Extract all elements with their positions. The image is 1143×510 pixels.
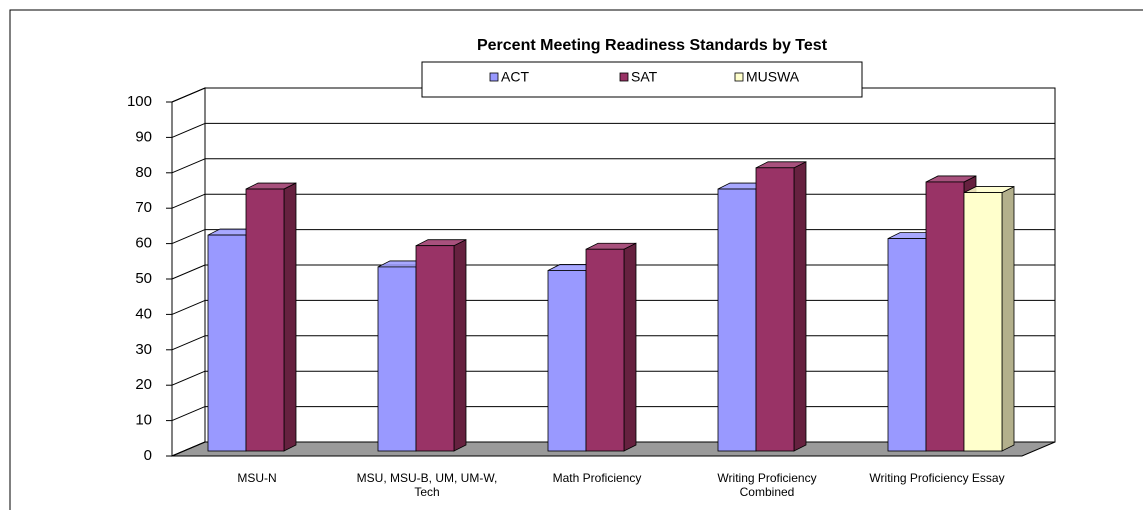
frame — [9, 9, 1143, 510]
bar — [887, 238, 927, 452]
y-tick-label: 50 — [135, 270, 152, 287]
legend-label: SAT — [631, 69, 658, 85]
bar — [585, 248, 625, 452]
bar — [207, 234, 247, 452]
y-tick-label: 80 — [135, 164, 152, 181]
grid-line — [171, 87, 206, 103]
x-tick-label: Writing Proficiency Combined — [717, 471, 817, 499]
bar-side — [623, 242, 637, 452]
y-tick-label: 60 — [135, 235, 152, 252]
bar — [755, 167, 795, 452]
y-tick-label: 0 — [144, 447, 152, 464]
y-tick-label: 100 — [127, 93, 152, 110]
chart-title: Percent Meeting Readiness Standards by T… — [477, 37, 828, 54]
grid-line — [171, 441, 206, 457]
y-tick-label: 10 — [135, 412, 152, 429]
grid-line — [171, 299, 206, 315]
bar — [717, 188, 757, 452]
bar — [547, 270, 587, 452]
grid-line — [171, 193, 206, 209]
x-tick-label: MSU-N — [237, 471, 277, 485]
x-tick-label: MSU, MSU-B, UM, UM-W, Tech — [356, 471, 498, 499]
x-tick-label: Math Proficiency — [552, 471, 642, 485]
y-tick-label: 40 — [135, 305, 152, 322]
grid-line — [171, 158, 206, 174]
bar-side — [1001, 185, 1015, 452]
bar — [925, 181, 965, 452]
bar — [377, 266, 417, 452]
y-tick-label: 90 — [135, 128, 152, 145]
bar — [245, 188, 285, 452]
grid-line — [171, 264, 206, 280]
legend-swatch — [489, 72, 499, 82]
bar-side — [283, 182, 297, 452]
y-tick-label: 30 — [135, 341, 152, 358]
bar-side — [453, 239, 467, 452]
legend-swatch — [619, 72, 629, 82]
grid-line — [171, 122, 206, 138]
grid-line — [171, 335, 206, 351]
y-tick-label: 70 — [135, 199, 152, 216]
grid-line — [171, 370, 206, 386]
bar — [963, 192, 1003, 452]
x-tick-label: Writing Proficiency Essay — [869, 471, 1005, 485]
bar-side — [793, 161, 807, 452]
grid-line — [171, 229, 206, 245]
legend-swatch — [734, 72, 744, 82]
legend-label: ACT — [501, 69, 529, 85]
legend-label: MUSWA — [746, 69, 800, 85]
grid-line — [171, 406, 206, 422]
bar — [415, 245, 455, 452]
y-tick-label: 20 — [135, 376, 152, 393]
